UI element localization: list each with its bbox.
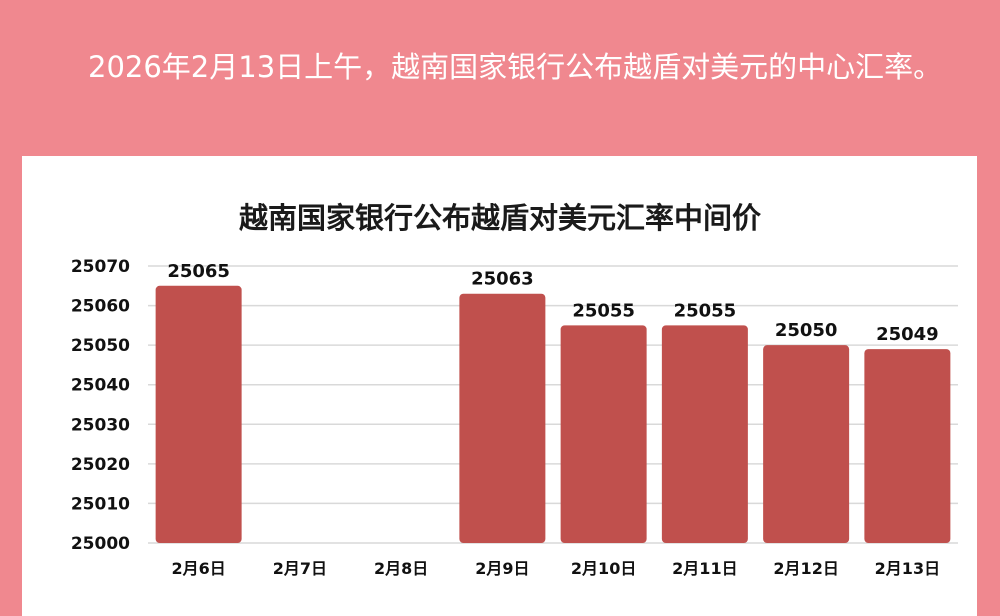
bar xyxy=(155,285,242,543)
x-tick-label: 2月11日 xyxy=(672,559,737,578)
y-tick-label: 25030 xyxy=(71,415,130,435)
data-label: 25065 xyxy=(167,261,230,282)
bar-chart: 25000 25010 25020 25030 25040 25050 25060 25070… xyxy=(71,257,958,578)
y-tick-label: 25040 xyxy=(71,376,130,396)
y-tick-label: 25010 xyxy=(71,494,130,514)
data-label: 25049 xyxy=(876,324,939,345)
data-label: 25063 xyxy=(471,269,534,290)
x-tick-label: 2月9日 xyxy=(475,559,529,578)
y-tick-label: 25070 xyxy=(71,257,130,277)
y-tick-label: 25050 xyxy=(71,336,130,356)
bar xyxy=(864,349,951,543)
x-tick-label: 2月7日 xyxy=(273,559,327,578)
x-tick-label: 2月10日 xyxy=(571,559,636,578)
bar xyxy=(459,293,546,543)
y-tick-label: 25020 xyxy=(71,455,130,475)
data-label: 25055 xyxy=(572,300,635,321)
bar xyxy=(763,345,850,543)
x-tick-label: 2月8日 xyxy=(374,559,428,578)
x-tick-label: 2月13日 xyxy=(875,559,940,578)
y-tick-label: 25000 xyxy=(71,534,130,554)
data-label: 25055 xyxy=(674,300,737,321)
y-tick-label: 25060 xyxy=(71,297,130,317)
x-tick-label: 2月6日 xyxy=(171,559,225,578)
bar xyxy=(661,325,748,543)
data-label: 25050 xyxy=(775,320,838,341)
chart-title: 越南国家银行公布越盾对美元汇率中间价 xyxy=(238,201,761,235)
bar xyxy=(560,325,647,543)
headline: 2026年2月13日上午，越南国家银行公布越盾对美元的中心汇率。 xyxy=(88,50,943,84)
x-tick-label: 2月12日 xyxy=(773,559,838,578)
